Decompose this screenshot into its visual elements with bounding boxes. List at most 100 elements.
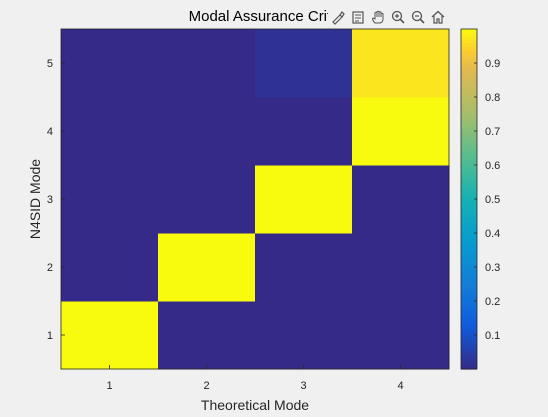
heatmap-cell [352, 165, 450, 234]
heatmap-cell [61, 301, 159, 370]
colorbar-segment [461, 76, 477, 81]
heatmap-cell [61, 29, 159, 98]
brush-icon[interactable] [328, 7, 348, 27]
colorbar-segment [461, 321, 477, 326]
colorbar-segment [461, 141, 477, 146]
colorbar-segment [461, 39, 477, 44]
colorbar-segment [461, 73, 477, 78]
heatmap-cell [61, 165, 159, 234]
axes-toolbar [328, 6, 448, 28]
colorbar-segment [461, 263, 477, 268]
colorbar-segment [461, 328, 477, 333]
colorbar-tick-label: 0.4 [485, 228, 500, 240]
colorbar-segment [461, 117, 477, 122]
colorbar-segment [461, 103, 477, 108]
colorbar-segment [461, 42, 477, 47]
zoom-in-icon[interactable] [388, 7, 408, 27]
colorbar: 0.1 0.2 0.3 0.4 0.5 0.6 0.7 0.8 0.9 [460, 28, 500, 370]
colorbar-segment [461, 161, 477, 166]
y-tick-label: 4 [47, 126, 53, 138]
colorbar-segment [461, 202, 477, 207]
colorbar-tick-label: 0.1 [485, 330, 500, 342]
zoom-out-icon[interactable] [408, 7, 428, 27]
colorbar-segment [461, 243, 477, 248]
colorbar-segment [461, 97, 477, 101]
colorbar-segment [461, 324, 477, 329]
colorbar-segment [461, 277, 477, 282]
colorbar-segment [461, 256, 477, 261]
colorbar-segment [461, 287, 477, 292]
colorbar-tick-label: 0.9 [485, 58, 500, 70]
colorbar-tick-label: 0.8 [485, 92, 500, 104]
colorbar-segment [461, 124, 477, 129]
colorbar-segment [461, 131, 477, 135]
x-tick-label: 3 [300, 380, 306, 392]
colorbar-segment [461, 216, 477, 220]
heatmap-cell [158, 165, 256, 234]
colorbar-segment [461, 236, 477, 241]
colorbar-segment [461, 137, 477, 142]
colorbar-segment [461, 148, 477, 152]
colorbar-segment [461, 63, 477, 67]
colorbar-segment [461, 290, 477, 295]
heatmap-cell [352, 29, 450, 98]
colorbar-segment [461, 83, 477, 88]
colorbar-segment [461, 318, 477, 322]
y-tick-label: 3 [47, 194, 53, 206]
colorbar-segment [461, 52, 477, 57]
datatips-icon[interactable] [348, 7, 368, 27]
colorbar-segment [461, 311, 477, 316]
y-axis-label: N4SID Mode [27, 159, 43, 239]
colorbar-segment [461, 365, 477, 370]
heatmap-cell [255, 233, 353, 302]
colorbar-segment [461, 297, 477, 302]
x-tick-label: 4 [397, 380, 403, 392]
heatmap-cell [255, 301, 353, 370]
colorbar-segment [461, 301, 477, 305]
colorbar-segment [461, 171, 477, 176]
x-axis-label: Theoretical Mode [201, 397, 309, 413]
colorbar-tick-label: 0.6 [485, 160, 500, 172]
colorbar-segment [461, 134, 477, 139]
colorbar-segment [461, 80, 477, 84]
heatmap-cell [255, 165, 353, 234]
colorbar-segment [461, 219, 477, 224]
colorbar-segment [461, 209, 477, 214]
colorbar-segment [461, 93, 477, 98]
heatmap-cell [352, 233, 450, 302]
colorbar-segment [461, 348, 477, 353]
colorbar-segment [461, 165, 477, 169]
colorbar-tick-label: 0.2 [485, 296, 500, 308]
heatmap [61, 29, 450, 370]
chart-title: Modal Assurance Criteric [189, 8, 356, 25]
colorbar-segment [461, 100, 477, 105]
colorbar-segment [461, 239, 477, 244]
colorbar-segment [461, 246, 477, 251]
colorbar-segment [461, 127, 477, 132]
y-axis: 1 2 3 4 5 [47, 58, 65, 342]
colorbar-segment [461, 273, 477, 278]
heatmap-cell [61, 233, 159, 302]
heatmap-cell [158, 233, 256, 302]
x-tick-label: 2 [203, 380, 209, 392]
home-icon[interactable] [428, 7, 448, 27]
heatmap-cell [61, 97, 159, 166]
colorbar-segment [461, 107, 477, 112]
heatmap-cell [352, 301, 450, 370]
pan-hand-icon[interactable] [368, 7, 388, 27]
colorbar-tick-label: 0.3 [485, 262, 500, 274]
colorbar-segment [461, 358, 477, 363]
colorbar-segment [461, 341, 477, 346]
colorbar-segment [461, 331, 477, 336]
colorbar-segment [461, 352, 477, 356]
colorbar-segment [461, 90, 477, 95]
heatmap-cell [352, 97, 450, 166]
colorbar-segment [461, 229, 477, 234]
x-tick-label: 1 [106, 380, 112, 392]
colorbar-segment [461, 151, 477, 156]
colorbar-segment [461, 362, 477, 367]
x-axis: 1 2 3 4 [106, 365, 404, 392]
colorbar-segment [461, 69, 477, 74]
y-tick-label: 2 [47, 262, 53, 274]
heatmap-cell [255, 97, 353, 166]
